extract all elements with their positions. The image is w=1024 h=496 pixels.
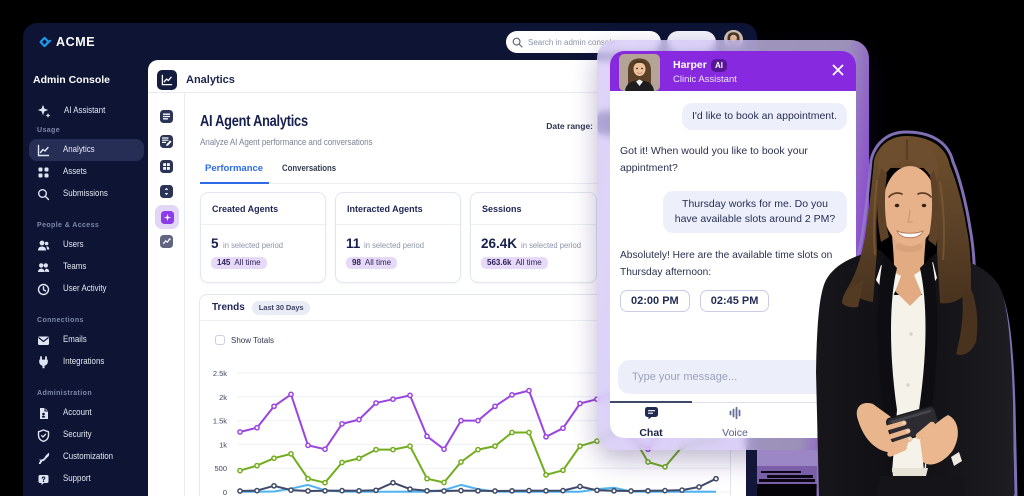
svg-text:1k: 1k [219, 440, 227, 449]
svg-text:2.5k: 2.5k [213, 369, 227, 378]
svg-text:2k: 2k [219, 393, 227, 402]
svg-text:1.5k: 1.5k [213, 417, 227, 426]
svg-text:500: 500 [214, 464, 227, 473]
svg-text:0: 0 [223, 488, 227, 496]
